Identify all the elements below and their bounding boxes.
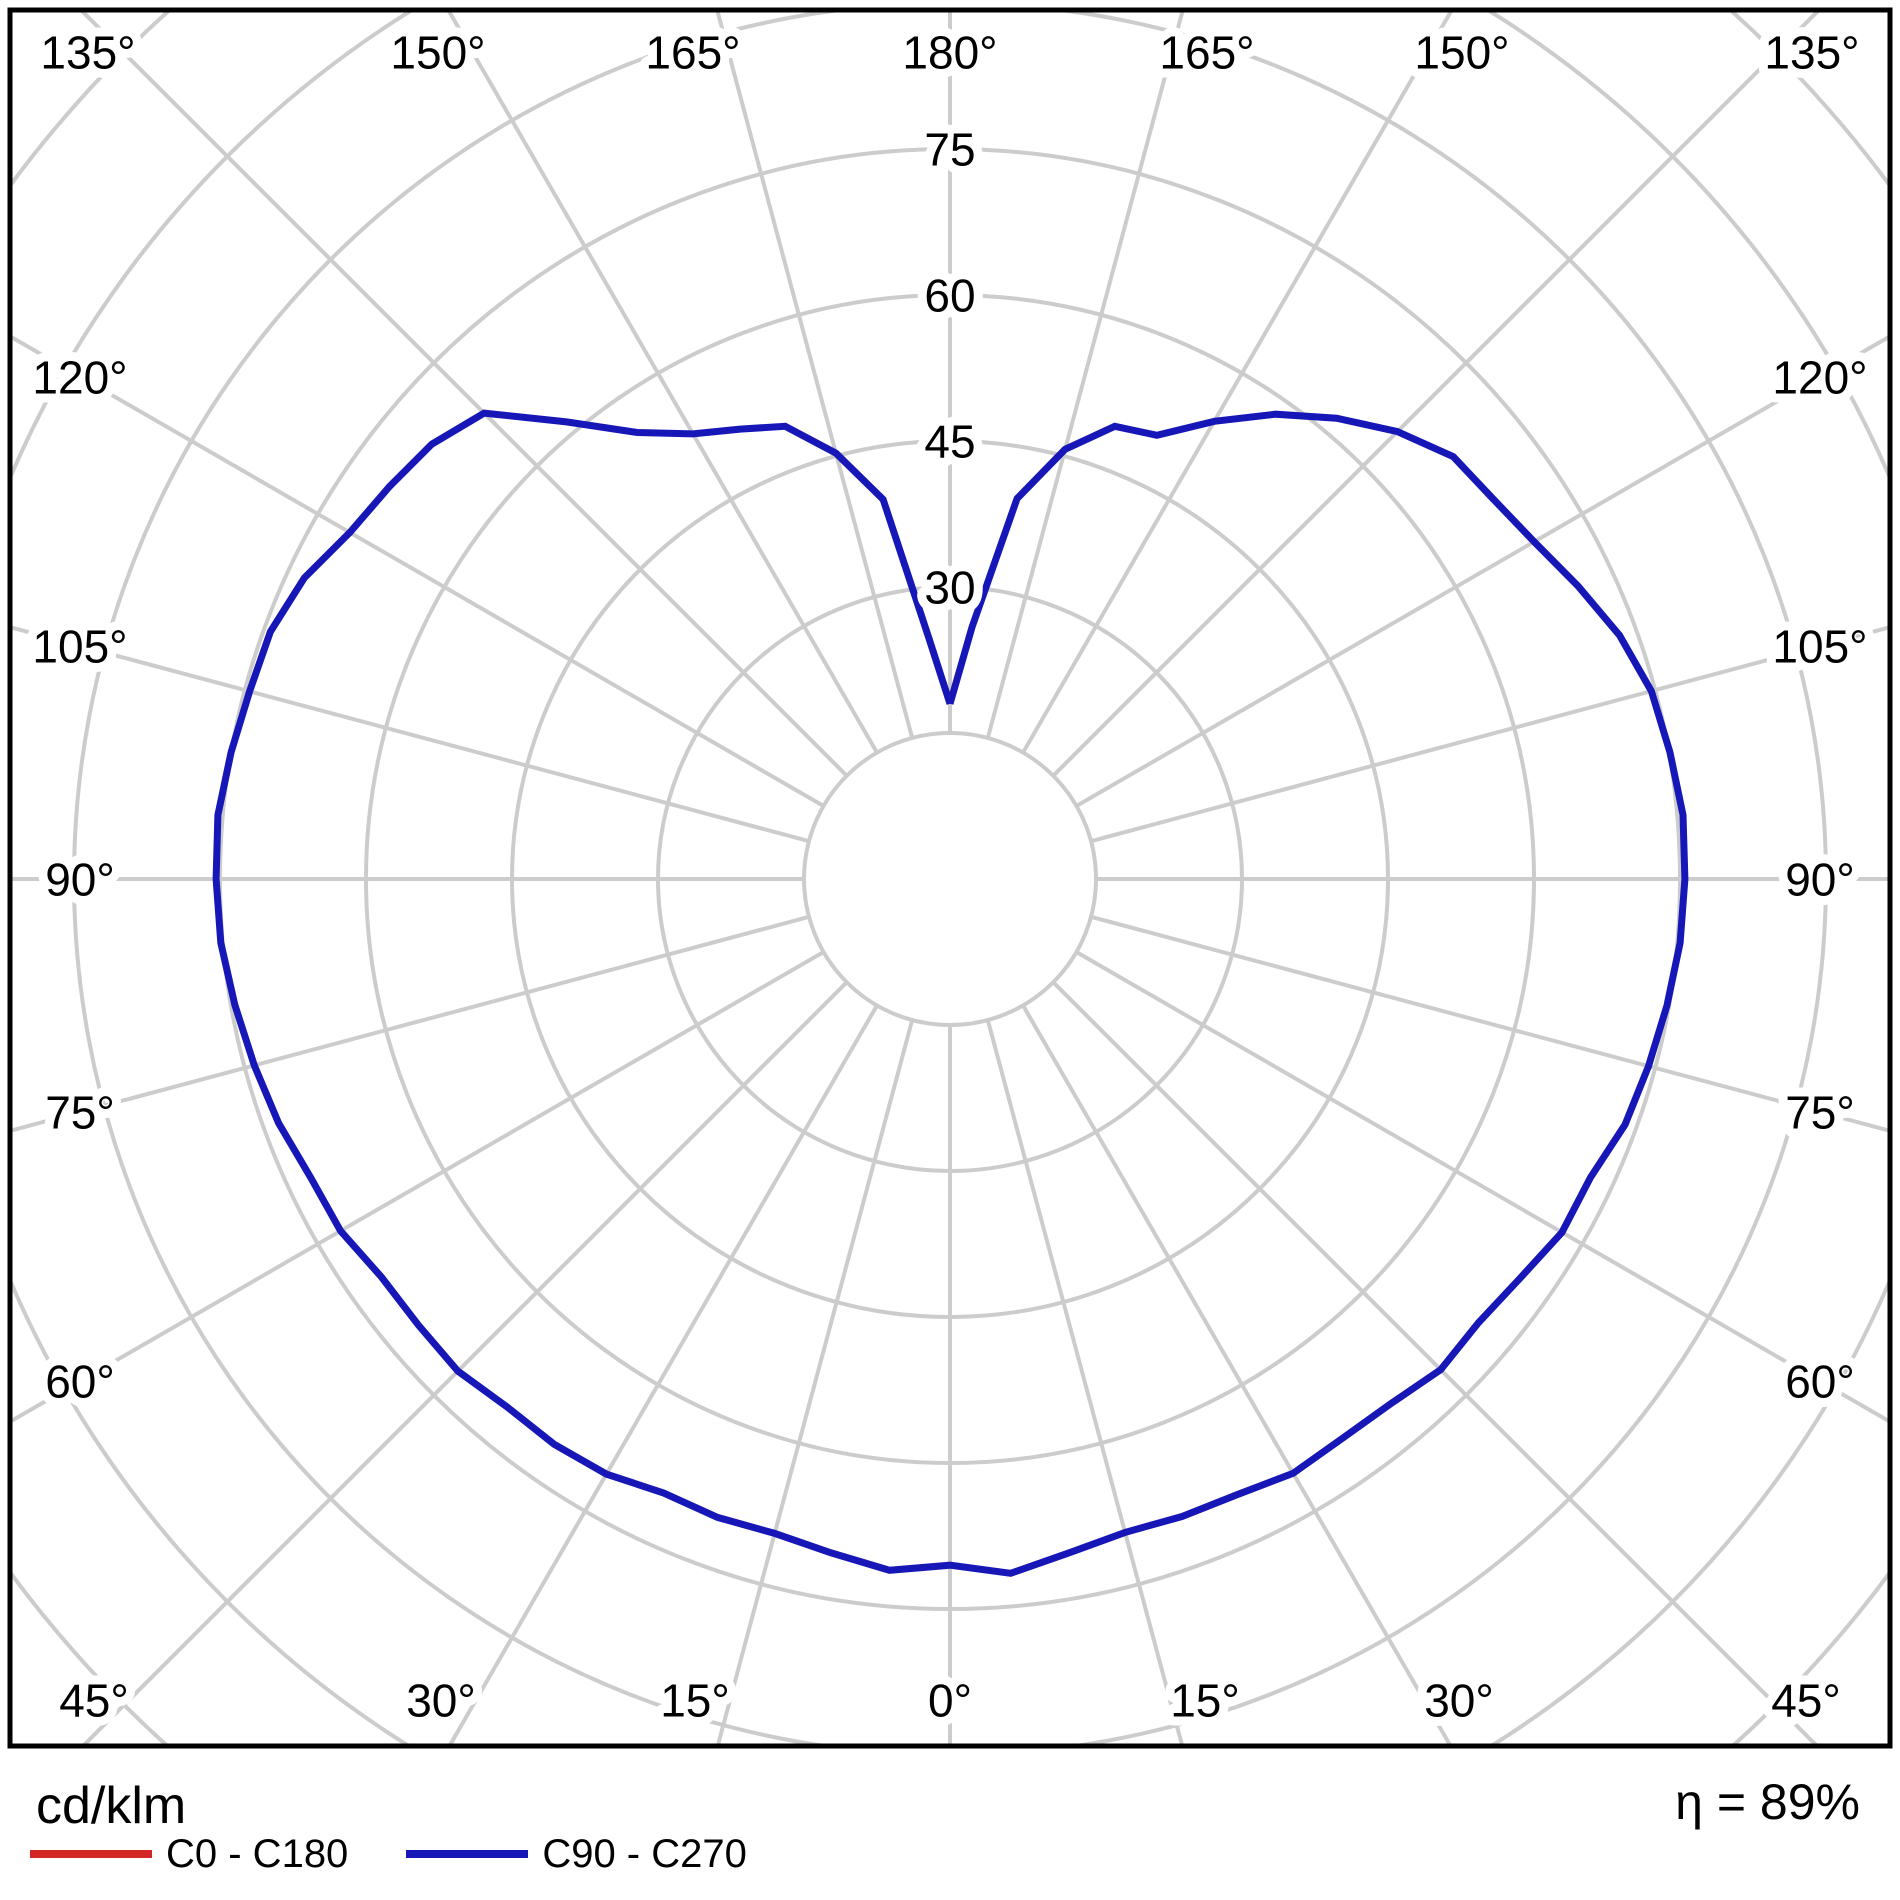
ring-label-30: 30 (924, 562, 975, 614)
axis-labels: 30 45 60 75 0° 15° 15° 30° 30° 45° 45° 60° 60° 75° 75°… (23, 18, 1876, 1736)
ring-label-45: 45 (924, 416, 975, 468)
grid-spoke-150 (1021, 12, 1453, 754)
angle-label-left-15: 15° (660, 1675, 730, 1727)
grid-spoke-105 (1090, 625, 1888, 844)
grid-spoke-75 (1090, 914, 1888, 1133)
ring-label-60: 60 (924, 270, 975, 322)
angle-label-left-60: 60° (45, 1356, 115, 1408)
grid-spoke-285 (12, 914, 810, 1133)
grid-spoke-15 (985, 1019, 1184, 1744)
angle-label-right-90: 90° (1785, 854, 1855, 906)
grid-spoke-300 (12, 950, 825, 1423)
chart-frame (7, 7, 1893, 1749)
angle-label-right-120: 120° (1772, 352, 1867, 404)
grid-spoke-165 (985, 12, 1185, 739)
angle-label-right-45: 45° (1771, 1675, 1841, 1727)
grid-spoke-30 (1021, 1004, 1452, 1744)
grid-spoke-60 (1075, 950, 1888, 1423)
angle-label-left-75: 75° (45, 1087, 115, 1139)
angle-label-left-135: 135° (40, 27, 135, 79)
angle-label-left-105: 105° (32, 621, 127, 673)
angle-label-right-165: 165° (1159, 27, 1254, 79)
angle-label-right-0: 0° (928, 1675, 972, 1727)
angle-label-left-150: 150° (390, 27, 485, 79)
angle-label-left-90: 90° (45, 854, 115, 906)
grid-spoke-255 (12, 625, 810, 844)
grid-spoke-135 (1051, 12, 1820, 778)
legend-label-c90-c270: C90 - C270 (542, 1831, 747, 1876)
legend-line-c0-c180 (30, 1850, 152, 1858)
legend-line-c90-c270 (406, 1850, 529, 1858)
grid-spoke-45 (1051, 980, 1818, 1744)
grid-spoke-225 (80, 12, 849, 778)
curve-C90-C270 (212, 409, 1689, 1577)
grid-spoke-345 (716, 1019, 915, 1744)
grid-spoke-315 (82, 980, 849, 1744)
angle-label-right-135: 135° (1764, 27, 1859, 79)
angle-label-right-105: 105° (1772, 621, 1867, 673)
legend-label-c0-c180: C0 - C180 (166, 1831, 349, 1876)
legend: C0 - C180 C90 - C270 (30, 1832, 747, 1876)
angle-label-right-30: 30° (1424, 1675, 1494, 1727)
grid-spoke-120 (1075, 335, 1888, 808)
angle-label-right-60: 60° (1785, 1356, 1855, 1408)
grid-spoke-330 (448, 1004, 879, 1744)
angle-label-right-150: 150° (1414, 27, 1509, 79)
angle-label-right-15: 15° (1170, 1675, 1240, 1727)
angle-label-left-120: 120° (32, 352, 127, 404)
ring-label-75: 75 (924, 124, 975, 176)
grid-spoke-195 (715, 12, 915, 739)
angle-label-right-180: 180° (902, 27, 997, 79)
angle-label-right-75: 75° (1785, 1087, 1855, 1139)
unit-label: cd/klm (36, 1777, 187, 1835)
angle-label-left-165: 165° (645, 27, 740, 79)
efficiency-label: η = 89% (1675, 1774, 1860, 1830)
angle-label-left-30: 30° (406, 1675, 476, 1727)
grid-spoke-210 (447, 12, 879, 754)
grid-spoke-240 (12, 335, 825, 808)
angle-label-left-45: 45° (59, 1675, 129, 1727)
